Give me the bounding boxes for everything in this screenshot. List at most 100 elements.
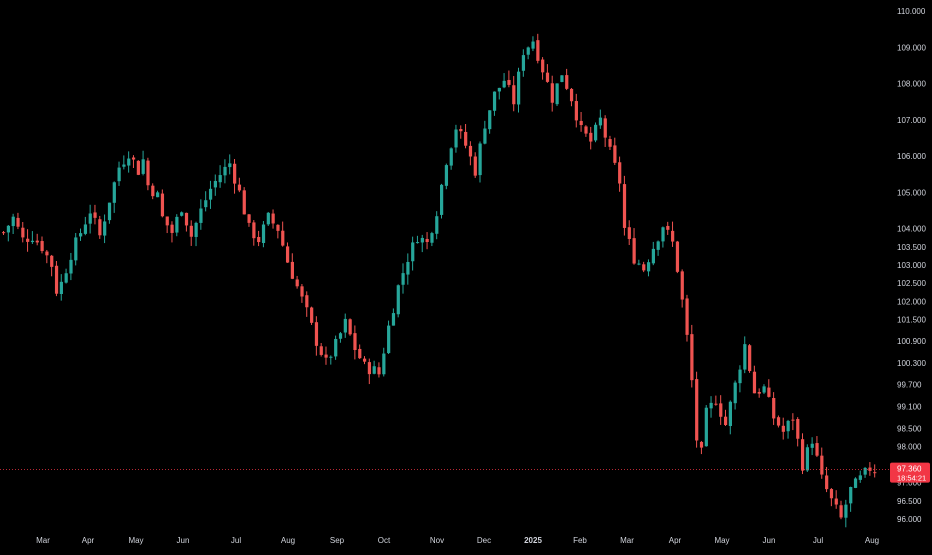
candle-body <box>165 216 169 226</box>
price-axis-tick-label: 106.000 <box>897 152 926 161</box>
candle-body <box>391 313 396 326</box>
candle-body <box>319 346 323 355</box>
price-axis-tick-label: 99.700 <box>897 381 922 390</box>
candle-body <box>208 188 213 200</box>
candle-body <box>752 371 757 394</box>
candle-body <box>473 156 477 176</box>
candle-body <box>459 128 463 132</box>
candle-body <box>146 160 150 186</box>
candle-body <box>541 59 545 73</box>
candle-body <box>464 131 468 146</box>
time-axis-tick-label: Jun <box>763 536 776 545</box>
candle-body <box>661 227 665 242</box>
candle-body <box>690 334 694 381</box>
candle-body <box>362 358 367 362</box>
candle-body <box>632 238 636 264</box>
current-price-label: 97.360 <box>897 465 922 474</box>
time-axis-tick-label: Apr <box>669 536 682 545</box>
candle-body <box>16 217 20 227</box>
candle-body <box>507 79 511 85</box>
candle-body <box>608 139 612 147</box>
time-axis-tick-label: Mar <box>36 536 50 545</box>
candle-body <box>526 47 530 55</box>
candle-body <box>30 240 35 243</box>
candle-body <box>622 184 627 228</box>
price-axis-tick-label: 107.000 <box>897 116 926 125</box>
candle-body <box>131 157 136 160</box>
candle-body <box>800 439 805 471</box>
candle-body <box>536 40 540 61</box>
candle-body <box>440 184 444 215</box>
time-axis-tick-label: Mar <box>620 536 634 545</box>
candle-body <box>180 212 184 216</box>
candle-body <box>54 265 59 294</box>
candle-body <box>598 117 603 126</box>
candle-body <box>767 387 771 397</box>
candle-body <box>367 362 372 375</box>
candle-body <box>579 120 583 126</box>
time-axis-tick-label: Aug <box>865 536 879 545</box>
candle-body <box>242 190 246 215</box>
candle-body <box>757 392 761 394</box>
candle-body <box>728 401 733 427</box>
candle-body <box>805 447 810 471</box>
time-axis-tick-label: Jul <box>813 536 823 545</box>
price-axis-tick-label: 109.000 <box>897 43 926 52</box>
candle-body <box>762 386 766 393</box>
candle-body <box>502 80 506 88</box>
candle-body <box>550 83 554 103</box>
candle-body <box>411 242 415 262</box>
candle-body <box>285 246 290 263</box>
candle-body <box>873 472 877 474</box>
price-axis-tick-label: 103.500 <box>897 243 926 252</box>
price-axis-tick-label: 103.000 <box>897 261 926 270</box>
candle-body <box>613 145 617 163</box>
candle-body <box>478 143 482 176</box>
candle-body <box>512 85 516 105</box>
candle-body <box>569 88 574 102</box>
candle-body <box>401 273 405 285</box>
candle-body <box>733 382 737 404</box>
candle-body <box>204 200 208 208</box>
candle-body <box>704 407 708 447</box>
candle-body <box>175 216 179 233</box>
candle-body <box>594 124 598 141</box>
candle-body <box>642 264 646 271</box>
candle-body <box>194 222 198 237</box>
current-price-tag-background <box>890 462 930 483</box>
candle-body <box>444 165 449 186</box>
candle-body <box>117 167 121 182</box>
candle-body <box>786 420 790 432</box>
candle-body <box>252 222 256 239</box>
candle-body <box>743 344 747 370</box>
candle-body <box>574 101 578 121</box>
price-axis-tick-label: 101.500 <box>897 315 926 324</box>
candle-body <box>98 219 102 236</box>
time-axis[interactable]: Mar Apr May Jun Jul Aug Sep Oct Nov Dec 2025 Feb Mar… <box>36 536 879 545</box>
price-axis-tick-label: 97.000 <box>897 479 922 488</box>
candle-body <box>868 467 872 471</box>
candle-body <box>483 128 487 144</box>
candle-body <box>834 498 838 505</box>
candle-body <box>213 180 217 188</box>
candle-body <box>93 212 97 218</box>
candle-body <box>271 213 275 224</box>
candle-countdown-label: 18:54:21 <box>897 474 926 483</box>
candle-body <box>589 132 593 142</box>
time-axis-tick-label: May <box>128 536 143 545</box>
candle-body <box>45 251 49 256</box>
candle-body <box>261 224 266 244</box>
time-axis-tick-label: May <box>714 536 729 545</box>
price-axis[interactable]: 110.000 109.000 108.000 107.000 106.000 105.0… <box>897 7 926 524</box>
candle-body <box>415 242 420 244</box>
candle-body <box>189 225 193 237</box>
candle-body <box>637 263 641 265</box>
candle-body <box>26 238 30 242</box>
candle-body <box>791 419 795 421</box>
candle-body <box>815 443 819 456</box>
candle-body <box>651 248 655 264</box>
candle-body <box>772 398 776 419</box>
candle-body <box>829 489 834 499</box>
